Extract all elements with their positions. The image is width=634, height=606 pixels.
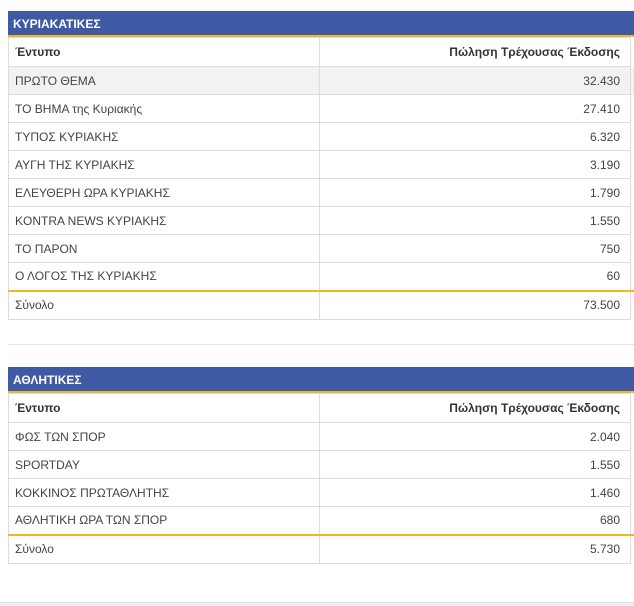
table-row: ΑΘΛΗΤΙΚΗ ΩΡΑ ΤΩΝ ΣΠΟΡ 680: [8, 506, 634, 535]
sales-value: 1.790: [319, 178, 631, 207]
total-label: Σύνολο: [8, 533, 320, 564]
total-label: Σύνολο: [8, 289, 320, 320]
section-title: ΚΥΡΙΑΚΑΤΙΚΕΣ: [8, 11, 634, 37]
total-value: 5.730: [319, 533, 631, 564]
publication-name: ΤΥΠΟΣ ΚΥΡΙΑΚΗΣ: [8, 122, 320, 151]
table-header-row: Έντυπο Πώληση Τρέχουσας Έκδοσης: [8, 393, 634, 423]
sales-value: 27.410: [319, 94, 631, 123]
column-header-sales: Πώληση Τρέχουσας Έκδοσης: [319, 37, 631, 67]
sales-value: 6.320: [319, 122, 631, 151]
publication-name: ΠΡΩΤΟ ΘΕΜΑ: [8, 66, 320, 95]
table-header-row: Έντυπο Πώληση Τρέχουσας Έκδοσης: [8, 37, 634, 67]
publication-name: ΦΩΣ ΤΩΝ ΣΠΟΡ: [8, 422, 320, 451]
publication-name: SPORTDAY: [8, 450, 320, 479]
table-row: ΠΡΩΤΟ ΘΕΜΑ 32.430: [8, 66, 634, 95]
publication-name: ΑΘΛΗΤΙΚΗ ΩΡΑ ΤΩΝ ΣΠΟΡ: [8, 506, 320, 535]
publication-name: Ο ΛΟΓΟΣ ΤΗΣ ΚΥΡΙΑΚΗΣ: [8, 262, 320, 291]
table-row: ΑΥΓΗ ΤΗΣ ΚΥΡΙΑΚΗΣ 3.190: [8, 150, 634, 179]
table-row: ΚΟΚΚΙΝΟΣ ΠΡΩΤΑΘΛΗΤΗΣ 1.460: [8, 478, 634, 507]
table-row: ΦΩΣ ΤΩΝ ΣΠΟΡ 2.040: [8, 422, 634, 451]
sales-table: Έντυπο Πώληση Τρέχουσας Έκδοσης ΠΡΩΤΟ ΘΕ…: [8, 37, 634, 320]
section-sports: ΑΘΛΗΤΙΚΕΣ Έντυπο Πώληση Τρέχουσας Έκδοση…: [8, 367, 634, 564]
total-value: 73.500: [319, 289, 631, 320]
section-title: ΑΘΛΗΤΙΚΕΣ: [8, 367, 634, 393]
table-row: ΤΟ ΠΑΡΟΝ 750: [8, 234, 634, 263]
publication-name: ΤΟ ΒΗΜΑ της Κυριακής: [8, 94, 320, 123]
sales-value: 3.190: [319, 150, 631, 179]
sales-value: 1.460: [319, 478, 631, 507]
column-header-publication: Έντυπο: [8, 37, 320, 67]
sales-value: 680: [319, 506, 631, 535]
table-row: SPORTDAY 1.550: [8, 450, 634, 479]
table-row: Ο ΛΟΓΟΣ ΤΗΣ ΚΥΡΙΑΚΗΣ 60: [8, 262, 634, 291]
table-row: KONTRA NEWS ΚΥΡΙΑΚΗΣ 1.550: [8, 206, 634, 235]
sales-value: 750: [319, 234, 631, 263]
sales-value: 1.550: [319, 450, 631, 479]
publication-name: ΑΥΓΗ ΤΗΣ ΚΥΡΙΑΚΗΣ: [8, 150, 320, 179]
sales-value: 32.430: [319, 66, 631, 95]
section-divider: [8, 344, 634, 345]
publication-name: ΕΛΕΥΘΕΡΗ ΩΡΑ ΚΥΡΙΑΚΗΣ: [8, 178, 320, 207]
total-row: Σύνολο 73.500: [8, 289, 634, 320]
sales-value: 2.040: [319, 422, 631, 451]
sales-table: Έντυπο Πώληση Τρέχουσας Έκδοσης ΦΩΣ ΤΩΝ …: [8, 393, 634, 564]
total-row: Σύνολο 5.730: [8, 533, 634, 564]
publication-name: ΚΟΚΚΙΝΟΣ ΠΡΩΤΑΘΛΗΤΗΣ: [8, 478, 320, 507]
table-row: ΕΛΕΥΘΕΡΗ ΩΡΑ ΚΥΡΙΑΚΗΣ 1.790: [8, 178, 634, 207]
table-row: ΤΥΠΟΣ ΚΥΡΙΑΚΗΣ 6.320: [8, 122, 634, 151]
sales-value: 60: [319, 262, 631, 291]
sales-value: 1.550: [319, 206, 631, 235]
column-header-publication: Έντυπο: [8, 393, 320, 423]
column-header-sales: Πώληση Τρέχουσας Έκδοσης: [319, 393, 631, 423]
section-sunday: ΚΥΡΙΑΚΑΤΙΚΕΣ Έντυπο Πώληση Τρέχουσας Έκδ…: [8, 11, 634, 320]
page-bottom-divider: [0, 602, 634, 606]
table-row: ΤΟ ΒΗΜΑ της Κυριακής 27.410: [8, 94, 634, 123]
publication-name: KONTRA NEWS ΚΥΡΙΑΚΗΣ: [8, 206, 320, 235]
publication-name: ΤΟ ΠΑΡΟΝ: [8, 234, 320, 263]
